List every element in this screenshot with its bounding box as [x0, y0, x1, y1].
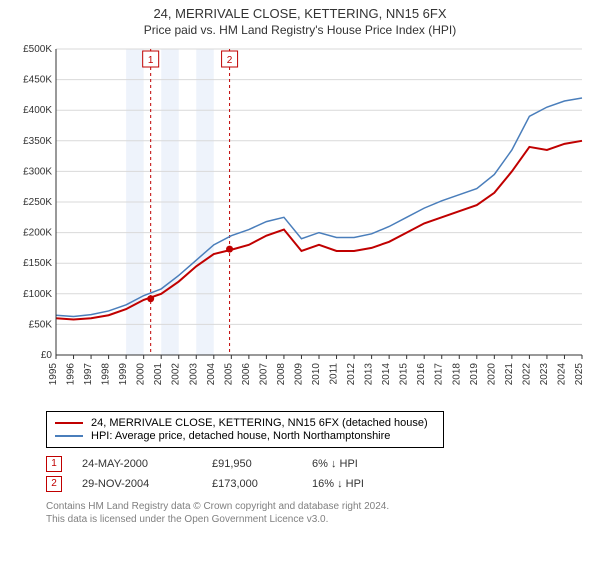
- svg-text:2018: 2018: [451, 363, 462, 386]
- footer: Contains HM Land Registry data © Crown c…: [46, 500, 600, 526]
- svg-text:2024: 2024: [556, 363, 567, 386]
- legend-label: HPI: Average price, detached house, Nort…: [91, 430, 390, 442]
- sales-table: 1 24-MAY-2000£91,9506% ↓ HPI 2 29-NOV-2004£…: [46, 456, 600, 492]
- svg-text:2011: 2011: [329, 363, 340, 385]
- svg-text:£450K: £450K: [23, 75, 52, 86]
- svg-text:£300K: £300K: [23, 166, 52, 177]
- legend-label: 24, MERRIVALE CLOSE, KETTERING, NN15 6FX…: [91, 417, 428, 429]
- svg-text:2006: 2006: [241, 363, 252, 386]
- chart: £0 £50K £100K £150K £200K £250K £300K £350K £400…: [10, 43, 590, 403]
- svg-text:2016: 2016: [416, 363, 427, 386]
- svg-text:£200K: £200K: [23, 228, 52, 239]
- sale-price: £91,950: [212, 458, 312, 470]
- svg-text:£350K: £350K: [23, 136, 52, 147]
- svg-text:£500K: £500K: [23, 44, 52, 55]
- svg-text:2019: 2019: [469, 363, 480, 386]
- svg-text:£400K: £400K: [23, 105, 52, 116]
- footer-line2: This data is licensed under the Open Gov…: [46, 513, 600, 526]
- legend-row: 24, MERRIVALE CLOSE, KETTERING, NN15 6FX…: [55, 417, 435, 429]
- svg-text:1997: 1997: [83, 363, 94, 386]
- svg-text:2023: 2023: [539, 363, 550, 386]
- svg-text:2014: 2014: [381, 363, 392, 386]
- svg-text:2003: 2003: [188, 363, 199, 386]
- svg-text:2021: 2021: [504, 363, 515, 386]
- svg-text:2007: 2007: [258, 363, 269, 386]
- svg-text:£250K: £250K: [23, 197, 52, 208]
- svg-text:2000: 2000: [136, 363, 147, 386]
- svg-text:1995: 1995: [48, 363, 59, 386]
- svg-text:£150K: £150K: [23, 258, 52, 269]
- svg-text:2020: 2020: [486, 363, 497, 386]
- svg-text:£50K: £50K: [29, 319, 53, 330]
- svg-text:2013: 2013: [364, 363, 375, 386]
- svg-text:£0: £0: [41, 350, 53, 361]
- svg-text:2: 2: [227, 55, 233, 66]
- legend-swatch: [55, 435, 83, 437]
- svg-text:2009: 2009: [293, 363, 304, 386]
- svg-text:2017: 2017: [434, 363, 445, 386]
- sale-diff: 16% ↓ HPI: [312, 478, 432, 490]
- sale-date: 29-NOV-2004: [82, 478, 212, 490]
- sale-marker-box: 1: [46, 456, 62, 472]
- svg-text:2012: 2012: [346, 363, 357, 386]
- sale-diff: 6% ↓ HPI: [312, 458, 432, 470]
- legend-swatch: [55, 422, 83, 424]
- svg-text:2005: 2005: [223, 363, 234, 386]
- sale-date: 24-MAY-2000: [82, 458, 212, 470]
- page-title: 24, MERRIVALE CLOSE, KETTERING, NN15 6FX: [0, 6, 600, 21]
- svg-text:2015: 2015: [399, 363, 410, 386]
- svg-text:2025: 2025: [574, 363, 585, 386]
- footer-line1: Contains HM Land Registry data © Crown c…: [46, 500, 600, 513]
- svg-text:£100K: £100K: [23, 289, 52, 300]
- svg-text:1: 1: [148, 55, 154, 66]
- legend: 24, MERRIVALE CLOSE, KETTERING, NN15 6FX…: [46, 411, 444, 448]
- svg-text:1998: 1998: [101, 363, 112, 386]
- svg-text:2001: 2001: [153, 363, 164, 386]
- svg-text:2022: 2022: [521, 363, 532, 386]
- svg-text:1999: 1999: [118, 363, 129, 386]
- svg-text:2008: 2008: [276, 363, 287, 386]
- sale-row: 2 29-NOV-2004£173,00016% ↓ HPI: [46, 476, 600, 492]
- sale-marker-box: 2: [46, 476, 62, 492]
- legend-row: HPI: Average price, detached house, Nort…: [55, 430, 435, 442]
- sale-price: £173,000: [212, 478, 312, 490]
- svg-text:2002: 2002: [171, 363, 182, 386]
- page-subtitle: Price paid vs. HM Land Registry's House …: [0, 23, 600, 37]
- sale-row: 1 24-MAY-2000£91,9506% ↓ HPI: [46, 456, 600, 472]
- svg-text:2004: 2004: [206, 363, 217, 386]
- svg-text:1996: 1996: [66, 363, 77, 386]
- svg-text:2010: 2010: [311, 363, 322, 386]
